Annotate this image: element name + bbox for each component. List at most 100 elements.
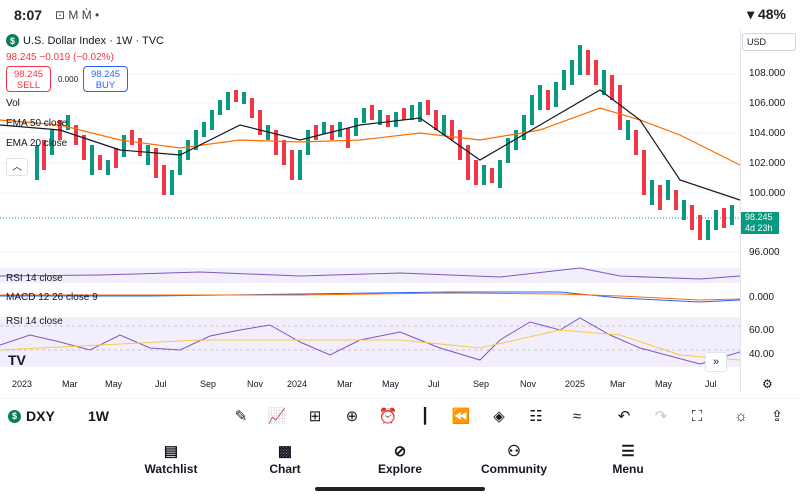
- alarm-clock-icon[interactable]: ⏰: [378, 408, 398, 425]
- ema50-line: [0, 107, 741, 166]
- time-label: May: [382, 379, 400, 389]
- ema20-line: [0, 89, 741, 201]
- time-label: Sep: [473, 379, 490, 389]
- rsi1-line: [0, 267, 741, 280]
- scroll-to-realtime-button[interactable]: »: [705, 352, 727, 372]
- symbol-logo-icon: $: [8, 409, 21, 423]
- layers-icon[interactable]: ◈: [493, 408, 505, 425]
- buy-button[interactable]: 98.245 BUY: [83, 66, 128, 92]
- double-chevron-right-icon: »: [712, 356, 720, 368]
- time-label: Mar: [337, 379, 353, 389]
- community-icon: ⚇: [507, 443, 521, 460]
- candles: [35, 45, 734, 240]
- indicator-rsi1[interactable]: RSI 14 close: [6, 273, 63, 284]
- macd-signal: [0, 292, 741, 301]
- chart-canvas[interactable]: [0, 30, 741, 392]
- nav-label: Watchlist: [144, 462, 198, 476]
- time-label: Mar: [610, 379, 626, 389]
- buy-label: BUY: [95, 80, 116, 91]
- price-label: 102.000: [749, 158, 786, 169]
- symbol-logo-icon: $: [6, 34, 19, 47]
- watchlist-icon: ▤: [163, 443, 179, 460]
- chart-legend: $ U.S. Dollar Index · 1W · TVC: [6, 34, 164, 47]
- rsi1-pane: [0, 268, 740, 283]
- indicator-ema20[interactable]: EMA 20 close: [6, 138, 68, 149]
- fullscreen-icon[interactable]: ⛶: [691, 408, 703, 425]
- nav-label: Menu: [612, 462, 644, 476]
- time-axis[interactable]: 2023 Mar May Jul Sep Nov 2024 Mar May Ju…: [0, 377, 740, 393]
- add-plus-icon[interactable]: ⊕: [345, 408, 359, 425]
- interval-button[interactable]: 1W: [88, 408, 109, 424]
- home-indicator[interactable]: [315, 487, 485, 491]
- spread-value: 0.000: [58, 75, 79, 84]
- sell-label: SELL: [16, 80, 41, 91]
- current-price-tag: 98.245 4d 23h: [741, 212, 779, 234]
- nav-explore[interactable]: ⊘ Explore: [355, 442, 445, 476]
- time-label: 2025: [565, 379, 586, 389]
- nav-menu[interactable]: ☰ Menu: [583, 442, 673, 476]
- time-label: Mar: [62, 379, 78, 389]
- status-bar: 8:07 ⊡ M M̀ • ▾ 48%: [0, 0, 800, 30]
- collapse-legend-button[interactable]: ︿: [6, 158, 28, 176]
- symbol-description: U.S. Dollar Index · 1W · TVC: [23, 34, 164, 47]
- lightbulb-icon[interactable]: ☼: [734, 408, 748, 425]
- replay-icon[interactable]: ⏪: [451, 408, 471, 425]
- time-label: Sep: [200, 379, 217, 389]
- settings-sliders-icon[interactable]: ☷: [529, 408, 543, 425]
- status-battery: ▾ 48%: [747, 6, 786, 22]
- rsi2-pane: [0, 317, 740, 367]
- sell-button[interactable]: 98.245 SELL: [6, 66, 51, 92]
- indicators-icon[interactable]: 📈: [267, 408, 287, 425]
- nav-watchlist[interactable]: ▤ Watchlist: [126, 442, 216, 476]
- symbol-search-button[interactable]: $ DXY: [8, 408, 55, 424]
- nav-label: Chart: [269, 462, 301, 476]
- current-price: 98.245: [745, 212, 773, 222]
- chart-toolbar: $ DXY 1W ✎ 📈 ⊞ ⊕ ⏰ ┃ ⏪ ◈ ☷ ≈ ↶ ↷ ⛶ ☼ ⇪: [0, 398, 800, 436]
- price-label: 108.000: [749, 68, 786, 79]
- time-label: Nov: [520, 379, 537, 389]
- price-change: 98.245 −0.019 (−0.02%): [6, 52, 114, 63]
- status-time: 8:07: [14, 7, 43, 23]
- candle-type-icon[interactable]: ┃: [420, 408, 430, 425]
- chevron-up-icon: ︿: [12, 162, 22, 173]
- time-label: Jul: [705, 379, 717, 389]
- chart-area[interactable]: [0, 30, 741, 392]
- price-label: 100.000: [749, 188, 786, 199]
- rsi2-ma: [0, 329, 741, 361]
- drawing-pencil-icon[interactable]: ✎: [234, 408, 248, 425]
- redo-icon[interactable]: ↷: [654, 408, 668, 425]
- share-icon[interactable]: ⇪: [770, 408, 784, 425]
- nav-community[interactable]: ⚇ Community: [469, 442, 559, 476]
- nav-label: Community: [481, 462, 547, 476]
- gridlines: [0, 73, 740, 253]
- price-label: 106.000: [749, 98, 786, 109]
- status-notification-icons: ⊡ M M̀ •: [55, 8, 100, 22]
- undo-icon[interactable]: ↶: [617, 408, 631, 425]
- sell-price: 98.245: [13, 69, 44, 80]
- time-label: Jul: [428, 379, 440, 389]
- macd-axis-label: 0.000: [749, 292, 775, 303]
- symbol-title[interactable]: $ U.S. Dollar Index · 1W · TVC: [6, 34, 164, 47]
- price-axis[interactable]: 108.000 106.000 104.000 102.000 100.000 …: [740, 30, 800, 392]
- rsi-axis-label: 40.00: [749, 349, 775, 360]
- currency-select[interactable]: USD: [742, 33, 796, 51]
- buy-price: 98.245: [90, 69, 121, 80]
- macd-line: [0, 291, 741, 303]
- time-label: 2024: [287, 379, 308, 389]
- indicator-macd[interactable]: MACD 12 26 close 9: [6, 292, 98, 303]
- time-label: May: [105, 379, 123, 389]
- indicator-ema50[interactable]: EMA 50 close: [6, 118, 68, 129]
- nav-chart[interactable]: ▩ Chart: [240, 442, 330, 476]
- bottom-nav: ▤ Watchlist ▩ Chart ⊘ Explore ⚇ Communit…: [0, 438, 800, 500]
- symbol-ticker: DXY: [26, 408, 55, 424]
- settings-gear-icon[interactable]: ⚙: [762, 377, 773, 391]
- price-label: 104.000: [749, 128, 786, 139]
- price-label: 96.000: [749, 247, 780, 258]
- bar-countdown: 4d 23h: [745, 223, 773, 233]
- indicator-vol[interactable]: Vol: [6, 98, 20, 109]
- compass-icon: ⊘: [393, 443, 407, 460]
- layout-grid-icon[interactable]: ⊞: [308, 408, 322, 425]
- indicator-rsi2[interactable]: RSI 14 close: [6, 316, 63, 327]
- rsi-axis-label: 60.00: [749, 325, 775, 336]
- compare-icon[interactable]: ≈: [572, 408, 582, 425]
